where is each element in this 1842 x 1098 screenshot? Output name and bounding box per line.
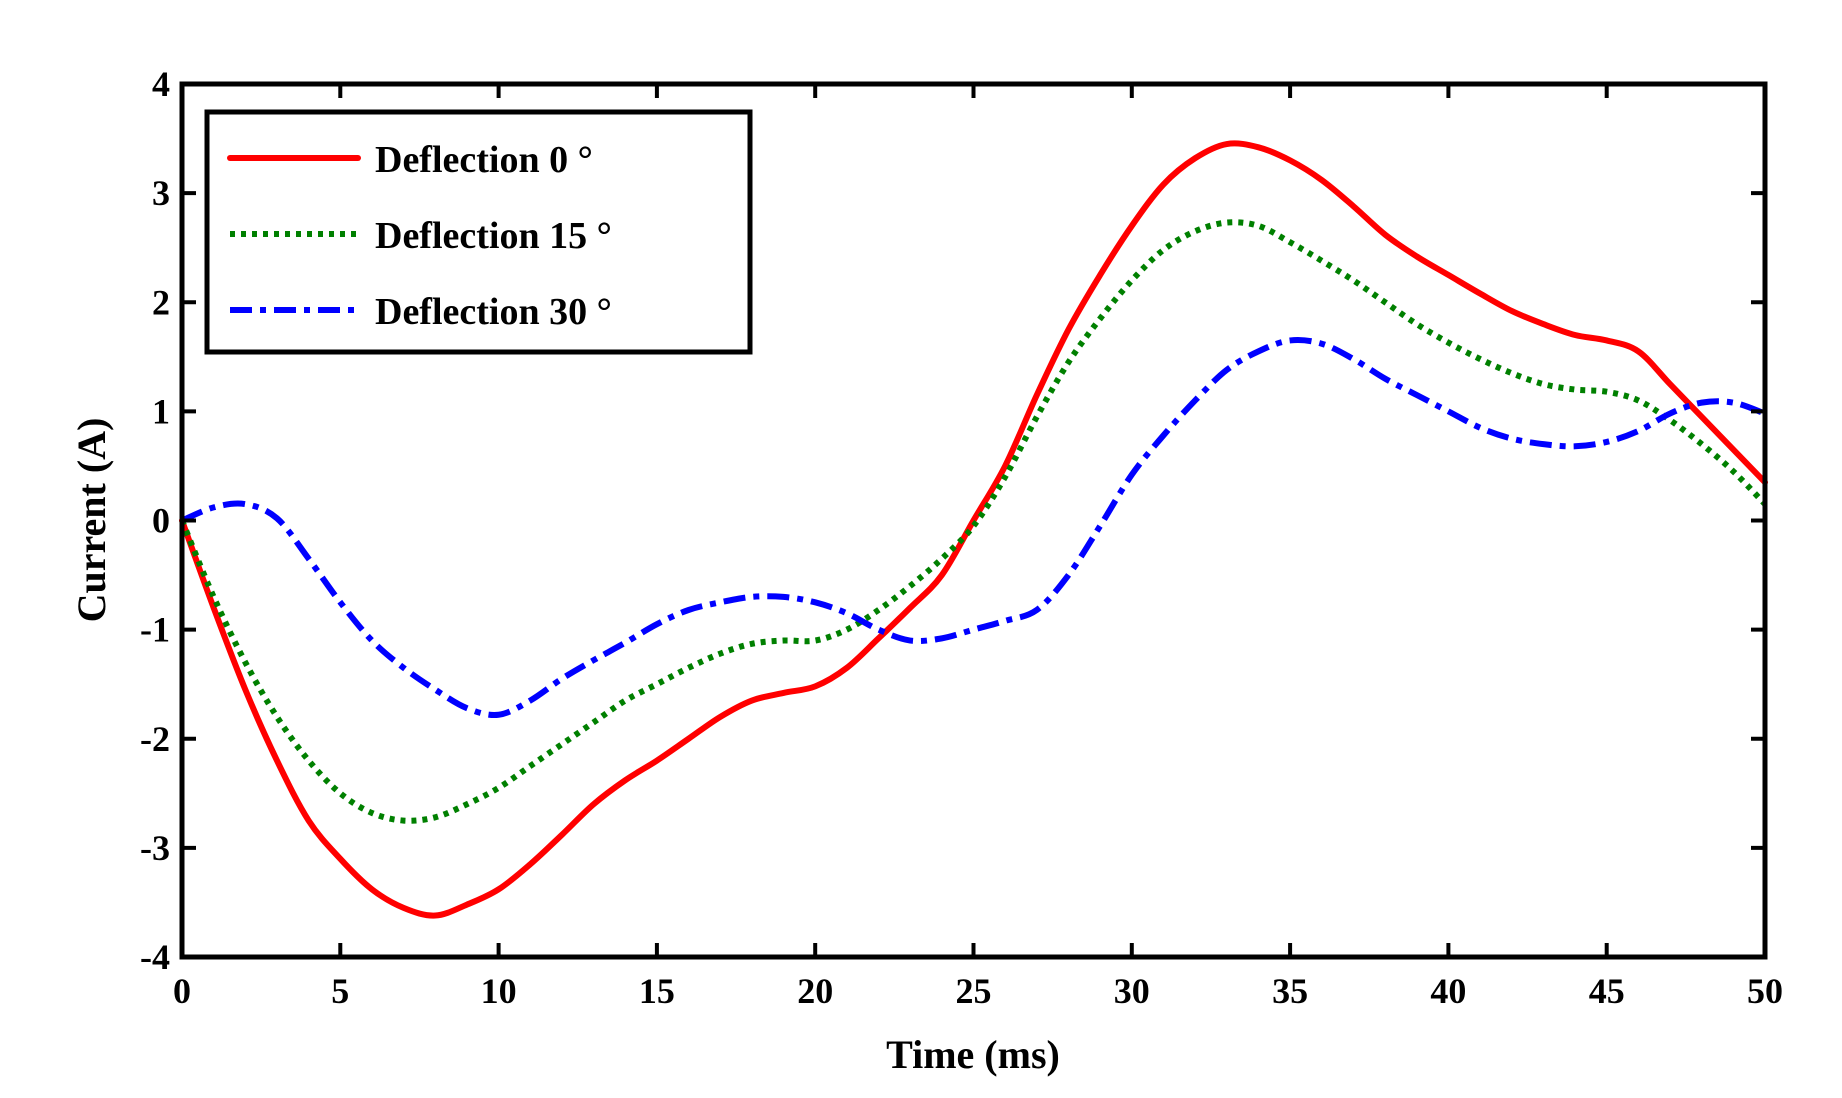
x-tick-label: 25 — [956, 971, 992, 1011]
x-tick-label: 50 — [1747, 971, 1783, 1011]
x-tick-label: 35 — [1272, 971, 1308, 1011]
y-tick-label: 3 — [152, 173, 170, 213]
x-tick-labels: 0 5 10 15 20 25 30 35 40 45 50 — [173, 971, 1783, 1011]
y-axis-label: Current (A) — [69, 418, 114, 623]
series-line-2 — [179, 219, 1768, 824]
plot-frame — [179, 81, 1768, 960]
legend-label-deflection-0: Deflection 0 ° — [375, 139, 593, 181]
y-tick-label: 2 — [152, 282, 170, 322]
series-line-3 — [180, 336, 1767, 718]
x-tick-label: 5 — [331, 971, 349, 1011]
x-tick-label: 40 — [1430, 971, 1466, 1011]
y-tick-label: -1 — [140, 610, 170, 650]
y-tick-label: -2 — [140, 719, 170, 759]
series-layer — [179, 140, 1768, 919]
x-tick-label: 10 — [481, 971, 517, 1011]
x-axis-label: Time (ms) — [886, 1032, 1060, 1077]
x-tick-label: 15 — [639, 971, 675, 1011]
y-tick-label: 1 — [152, 391, 170, 431]
legend-label-deflection-30: Deflection 30 ° — [375, 291, 612, 333]
x-tick-label: 30 — [1114, 971, 1150, 1011]
y-tick-label: -4 — [140, 937, 170, 977]
y-tick-label: 0 — [152, 501, 170, 541]
y-tick-labels: -4 -3 -2 -1 0 1 2 3 4 — [140, 64, 170, 977]
x-tick-label: 0 — [173, 971, 191, 1011]
legend: Deflection 0 ° Deflection 15 ° Deflectio… — [204, 109, 753, 355]
y-tick-label: -3 — [140, 828, 170, 868]
x-tick-label: 45 — [1589, 971, 1625, 1011]
series-line-1 — [179, 140, 1768, 919]
y-tick-label: 4 — [152, 64, 170, 104]
x-tick-label: 20 — [797, 971, 833, 1011]
legend-label-deflection-15: Deflection 15 ° — [375, 215, 612, 257]
